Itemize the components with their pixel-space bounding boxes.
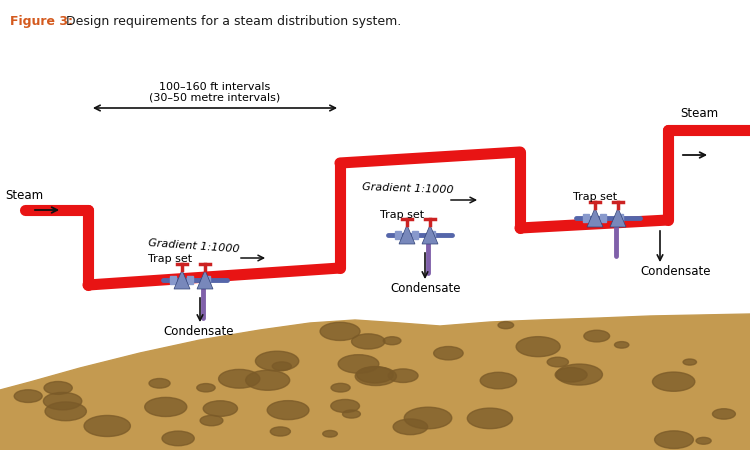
- Ellipse shape: [712, 409, 736, 419]
- Ellipse shape: [498, 322, 514, 329]
- Ellipse shape: [696, 437, 711, 444]
- Bar: [600, 214, 606, 222]
- Ellipse shape: [84, 415, 130, 436]
- Ellipse shape: [218, 369, 259, 388]
- Ellipse shape: [338, 355, 379, 373]
- Ellipse shape: [267, 400, 309, 420]
- Ellipse shape: [196, 383, 215, 392]
- Bar: [204, 276, 210, 284]
- Ellipse shape: [322, 431, 338, 437]
- Ellipse shape: [393, 419, 427, 435]
- Ellipse shape: [270, 427, 290, 436]
- Bar: [395, 231, 401, 239]
- Polygon shape: [422, 225, 438, 244]
- Ellipse shape: [331, 383, 350, 392]
- Text: Condensate: Condensate: [163, 325, 233, 338]
- Ellipse shape: [343, 410, 361, 418]
- Bar: [187, 276, 193, 284]
- Ellipse shape: [272, 362, 292, 371]
- Bar: [170, 276, 176, 284]
- Text: Steam: Steam: [5, 189, 43, 202]
- Polygon shape: [610, 208, 626, 227]
- Ellipse shape: [45, 402, 86, 421]
- Ellipse shape: [614, 342, 628, 348]
- Text: Figure 3:: Figure 3:: [10, 15, 73, 28]
- Text: Trap set: Trap set: [380, 210, 424, 220]
- Polygon shape: [0, 314, 750, 450]
- Ellipse shape: [357, 366, 393, 383]
- Ellipse shape: [584, 330, 610, 342]
- Ellipse shape: [162, 431, 194, 446]
- Polygon shape: [399, 225, 415, 244]
- Text: 100–160 ft intervals: 100–160 ft intervals: [159, 82, 271, 92]
- Ellipse shape: [388, 369, 418, 382]
- Ellipse shape: [44, 382, 72, 394]
- Ellipse shape: [44, 392, 82, 410]
- Text: Steam: Steam: [680, 107, 718, 120]
- Ellipse shape: [383, 337, 401, 345]
- Ellipse shape: [203, 401, 238, 416]
- Ellipse shape: [480, 372, 517, 389]
- Ellipse shape: [467, 408, 512, 429]
- Bar: [583, 214, 589, 222]
- Text: (30–50 metre intervals): (30–50 metre intervals): [149, 92, 280, 102]
- Text: Condensate: Condensate: [640, 265, 710, 278]
- Ellipse shape: [200, 415, 223, 426]
- Ellipse shape: [331, 400, 359, 413]
- Ellipse shape: [556, 364, 602, 385]
- Text: Trap set: Trap set: [573, 192, 617, 202]
- Polygon shape: [174, 270, 190, 289]
- Polygon shape: [197, 270, 213, 289]
- Ellipse shape: [356, 367, 397, 386]
- Ellipse shape: [256, 351, 298, 371]
- Ellipse shape: [655, 431, 694, 449]
- Text: Gradient 1:1000: Gradient 1:1000: [148, 238, 240, 254]
- Ellipse shape: [433, 346, 464, 360]
- Ellipse shape: [14, 390, 42, 402]
- Text: Condensate: Condensate: [390, 282, 460, 295]
- Bar: [429, 231, 435, 239]
- Text: Trap set: Trap set: [148, 254, 192, 264]
- Polygon shape: [587, 208, 603, 227]
- Text: Gradient 1:1000: Gradient 1:1000: [362, 182, 454, 195]
- Bar: [617, 214, 623, 222]
- Ellipse shape: [320, 322, 360, 341]
- Ellipse shape: [149, 378, 170, 388]
- Bar: [412, 231, 418, 239]
- Ellipse shape: [404, 407, 451, 429]
- Ellipse shape: [652, 372, 694, 392]
- Ellipse shape: [145, 397, 187, 417]
- Text: Design requirements for a steam distribution system.: Design requirements for a steam distribu…: [62, 15, 401, 28]
- Ellipse shape: [548, 357, 568, 367]
- Ellipse shape: [555, 368, 587, 382]
- Ellipse shape: [516, 337, 560, 357]
- Ellipse shape: [246, 370, 290, 390]
- Ellipse shape: [683, 359, 697, 365]
- Ellipse shape: [352, 334, 385, 349]
